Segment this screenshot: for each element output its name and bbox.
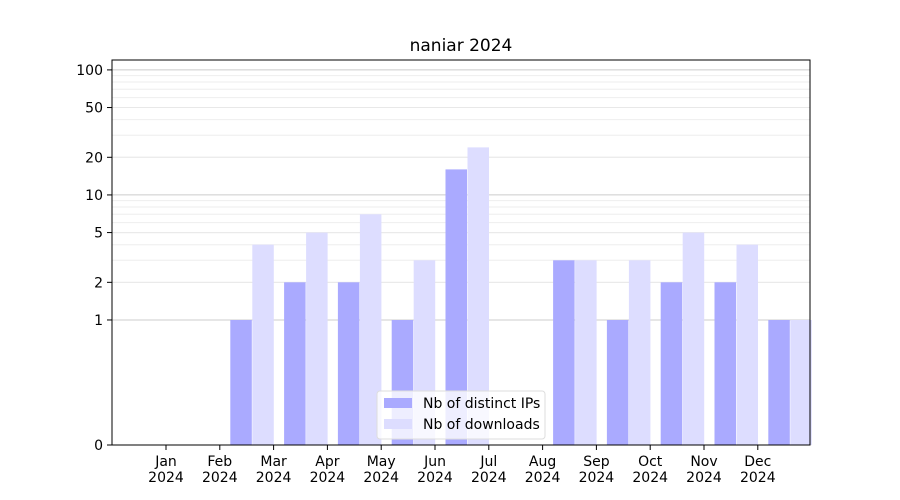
legend: Nb of distinct IPs Nb of downloads (376, 390, 546, 440)
bar-downloads-sep (628, 260, 651, 445)
bar-distinct-ips-mar (284, 282, 306, 445)
x-tick-label-year: 2024 (417, 470, 453, 486)
y-tick-label: 50 (85, 101, 103, 117)
plot-frame (111, 59, 811, 446)
y-tick-label: 1 (94, 313, 103, 329)
x-tick-label-month: Nov (690, 454, 717, 470)
x-tick-label-month: Jul (479, 454, 497, 470)
bar-downloads-dec (790, 320, 812, 445)
legend-label: Nb of distinct IPs (423, 396, 540, 412)
x-tick-label-year: 2024 (579, 470, 615, 486)
bar-downloads-mar (306, 232, 328, 445)
bar-distinct-ips-dec (768, 320, 790, 445)
x-tick-label-month: Feb (207, 454, 232, 470)
y-tick-label: 5 (94, 226, 103, 242)
x-tick-label-year: 2024 (686, 470, 722, 486)
legend-swatch (384, 398, 412, 408)
legend-swatch (384, 419, 412, 429)
x-tick-label-year: 2024 (471, 470, 507, 486)
y-tick-label: 2 (94, 275, 103, 291)
bar-distinct-ips-apr (337, 282, 360, 445)
x-tick-label-month: Sep (583, 454, 610, 470)
bar-distinct-ips-oct (660, 282, 683, 445)
x-tick-label-year: 2024 (525, 470, 561, 486)
bars (230, 147, 812, 445)
x-tick-label-year: 2024 (310, 470, 346, 486)
x-tick-label-month: May (367, 454, 396, 470)
x-tick-label-month: Dec (744, 454, 771, 470)
x-tick-label-month: Mar (260, 454, 287, 470)
legend-label: Nb of downloads (423, 417, 540, 433)
bar-downloads-apr (359, 214, 382, 445)
x-tick-label-year: 2024 (256, 470, 292, 486)
bar-distinct-ips-feb (230, 320, 252, 445)
x-axis: Jan2024Feb2024Mar2024Apr2024May2024Jun20… (148, 445, 776, 486)
y-tick-label: 100 (76, 63, 103, 79)
x-tick-label-month: Oct (638, 454, 663, 470)
x-tick-label-year: 2024 (740, 470, 776, 486)
y-tick-label: 20 (85, 150, 103, 166)
bar-downloads-feb (252, 244, 274, 445)
y-tick-label: 0 (94, 438, 103, 454)
y-tick-label: 10 (85, 188, 103, 204)
bar-downloads-nov (736, 244, 758, 445)
legend-box (376, 390, 546, 440)
chart-title: naniar 2024 (410, 36, 513, 56)
x-tick-label-month: Aug (529, 454, 556, 470)
bar-distinct-ips-nov (714, 282, 736, 445)
bar-downloads-oct (682, 232, 705, 445)
bar-distinct-ips-jun (445, 169, 467, 445)
x-tick-label-month: Apr (315, 454, 339, 470)
x-tick-label-year: 2024 (202, 470, 238, 486)
x-tick-label-year: 2024 (148, 470, 184, 486)
bar-downloads-jun (467, 147, 489, 445)
x-tick-label-year: 2024 (632, 470, 668, 486)
x-tick-label-month: Jun (423, 454, 446, 470)
x-tick-label-year: 2024 (363, 470, 399, 486)
x-tick-label-month: Jan (154, 454, 177, 470)
bar-distinct-ips-aug (553, 260, 575, 445)
bar-distinct-ips-sep (606, 320, 629, 445)
y-axis: 0 1 2 5 10 20 50 100 (76, 63, 112, 454)
bar-downloads-aug (575, 260, 597, 445)
